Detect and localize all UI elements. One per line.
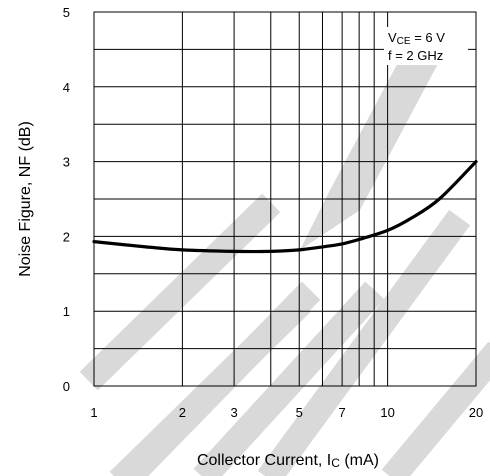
y-tick-label: 2 xyxy=(63,229,70,244)
x-tick-label: 2 xyxy=(179,405,186,420)
discontinued-watermark xyxy=(79,40,490,476)
annotation-frequency: f = 2 GHz xyxy=(388,48,443,63)
watermark-stroke xyxy=(300,40,440,250)
y-tick-label: 5 xyxy=(63,5,70,20)
annotation-vce: VCE = 6 V xyxy=(388,30,445,47)
noise-figure-curve xyxy=(92,160,478,254)
x-tick-label: 5 xyxy=(296,405,303,420)
y-tick-label: 0 xyxy=(63,379,70,394)
watermark-stroke xyxy=(119,281,321,476)
y-tick-label: 4 xyxy=(63,80,70,95)
y-tick-labels: 0 1 2 3 4 5 xyxy=(63,5,70,394)
curve-group xyxy=(92,160,478,254)
x-tick-label: 10 xyxy=(380,405,394,420)
x-axis-title: Collector Current, IC (mA) xyxy=(197,452,379,470)
x-tick-labels: 1 2 3 5 7 10 20 xyxy=(90,405,483,420)
conditions-annotation: VCE = 6 V f = 2 GHz xyxy=(384,27,468,65)
annotation-background xyxy=(384,27,468,65)
x-tick-label: 3 xyxy=(230,405,237,420)
y-axis-title: Noise Figure, NF (dB) xyxy=(17,121,34,277)
watermark-stroke xyxy=(79,193,281,391)
plot-frame xyxy=(93,11,477,387)
x-tick-label: 7 xyxy=(339,405,346,420)
x-tick-label: 20 xyxy=(469,405,483,420)
watermark-stroke xyxy=(381,341,490,476)
x-tick-label: 1 xyxy=(90,405,97,420)
watermark-stroke xyxy=(193,281,385,476)
y-tick-label: 3 xyxy=(63,155,70,170)
y-tick-label: 1 xyxy=(63,304,70,319)
watermark-stroke xyxy=(257,209,471,476)
